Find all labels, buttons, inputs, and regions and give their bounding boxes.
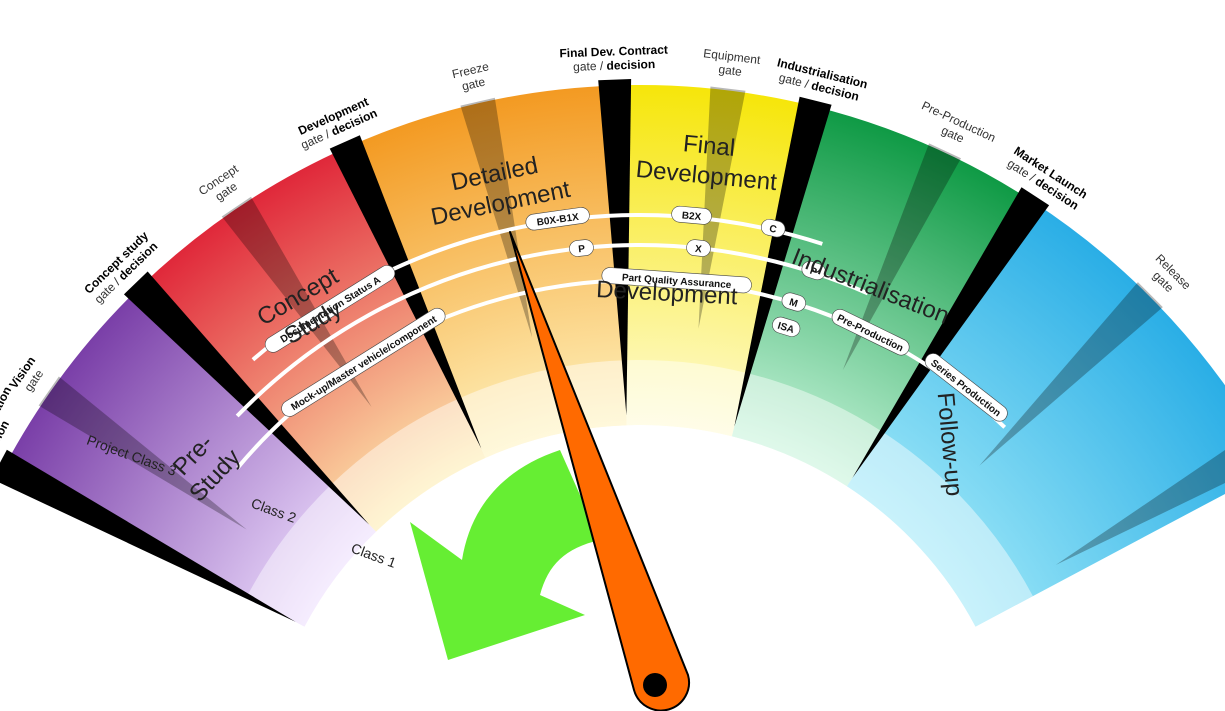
subgate-wedge: [221, 196, 372, 408]
milestone-pill-label: B2X: [681, 210, 702, 223]
decision-gate-wedge: [0, 449, 296, 622]
inner-band-segment: [330, 398, 486, 532]
milestone-pill-label: M: [788, 297, 799, 310]
gate-label: Final Dev. Contractgate / decision: [559, 43, 668, 75]
direction-arrow: [410, 450, 600, 660]
milestone-pill-label: P: [808, 266, 818, 279]
decision-gate-wedge: [852, 187, 1050, 478]
subgate-wedge: [460, 97, 533, 338]
progress-needle: [509, 231, 690, 711]
milestone-pill-label: C: [768, 223, 778, 235]
subgate-wedge: [979, 282, 1163, 466]
needle-pivot: [643, 673, 667, 697]
milestone-pill-label: ISA: [776, 321, 795, 336]
inner-band-segment: [731, 373, 883, 487]
milestone-pill: P: [801, 260, 826, 281]
gate-label: Freezegate: [451, 59, 494, 95]
milestone-pill: B2X: [671, 205, 712, 225]
milestone-pill: B0X-B1X: [525, 207, 590, 231]
subgate-wedge: [698, 86, 746, 329]
gate-label: Equipmentgate: [701, 46, 762, 81]
milestone-pill: Part Quality Assurance: [601, 267, 752, 294]
inner-band-segment: [459, 360, 627, 458]
subgate-wedge: [842, 143, 962, 370]
milestone-pill: ISA: [772, 316, 801, 337]
milestone-pill-label: X: [694, 244, 702, 256]
direction-arrow-shape: [410, 450, 600, 660]
inner-band-segment: [846, 431, 1033, 627]
gate-label: Industrialisationgate / decision: [772, 55, 869, 105]
phase-sector: [614, 85, 815, 437]
milestone-pill: X: [686, 239, 711, 257]
milestone-pill: M: [781, 292, 806, 312]
decision-gate-wedge: [123, 271, 370, 525]
inner-band-segment: [247, 484, 377, 627]
inner-band: [247, 360, 1033, 627]
subgate-wedges: [38, 86, 1225, 565]
phase-sector: [846, 201, 1225, 627]
milestone-pill: P: [569, 239, 594, 257]
phase-sector: [139, 147, 486, 532]
inner-band-segment: [624, 360, 748, 437]
phase-sector: [4, 287, 377, 627]
decision-gate-wedge: [329, 135, 482, 449]
milestone-track: [235, 243, 869, 418]
phase-sector: [731, 106, 1033, 487]
milestone-pill: C: [760, 218, 786, 238]
milestone-pill-label: P: [578, 244, 586, 256]
subgate-wedge: [38, 376, 247, 530]
gate-label: Conceptgate: [196, 161, 249, 210]
decision-gate-wedges: [0, 79, 1050, 622]
project-class-label: Class 1: [349, 540, 399, 571]
needle-shape: [509, 231, 690, 711]
